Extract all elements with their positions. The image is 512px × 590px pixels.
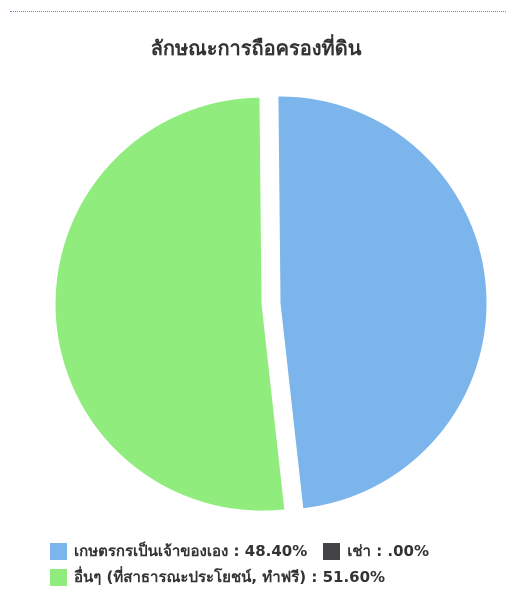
legend-swatch-owner [50, 542, 67, 560]
legend-label-rent: เช่า : .00% [347, 542, 430, 560]
legend-label-other: อื่นๆ (ที่สาธารณะประโยชน์, ทำฟรี) : 51.6… [74, 568, 386, 586]
legend-swatch-other [50, 568, 67, 586]
legend-item-owner[interactable]: เกษตรกรเป็นเจ้าของเอง : 48.40% [50, 539, 307, 563]
pie-slice-owner[interactable] [277, 95, 488, 510]
legend-item-rent[interactable]: เช่า : .00% [323, 539, 429, 563]
chart-title: ลักษณะการถือครองที่ดิน [150, 36, 362, 60]
legend-label-owner: เกษตรกรเป็นเจ้าของเอง : 48.40% [74, 542, 308, 560]
top-divider [10, 11, 506, 12]
legend-item-other[interactable]: อื่นๆ (ที่สาธารณะประโยชน์, ทำฟรี) : 51.6… [50, 565, 385, 589]
pie-slice-other[interactable] [54, 96, 286, 512]
legend-swatch-rent [323, 542, 341, 560]
chart-legend: เกษตรกรเป็นเจ้าของเอง : 48.40% เช่า : .0… [50, 538, 510, 590]
